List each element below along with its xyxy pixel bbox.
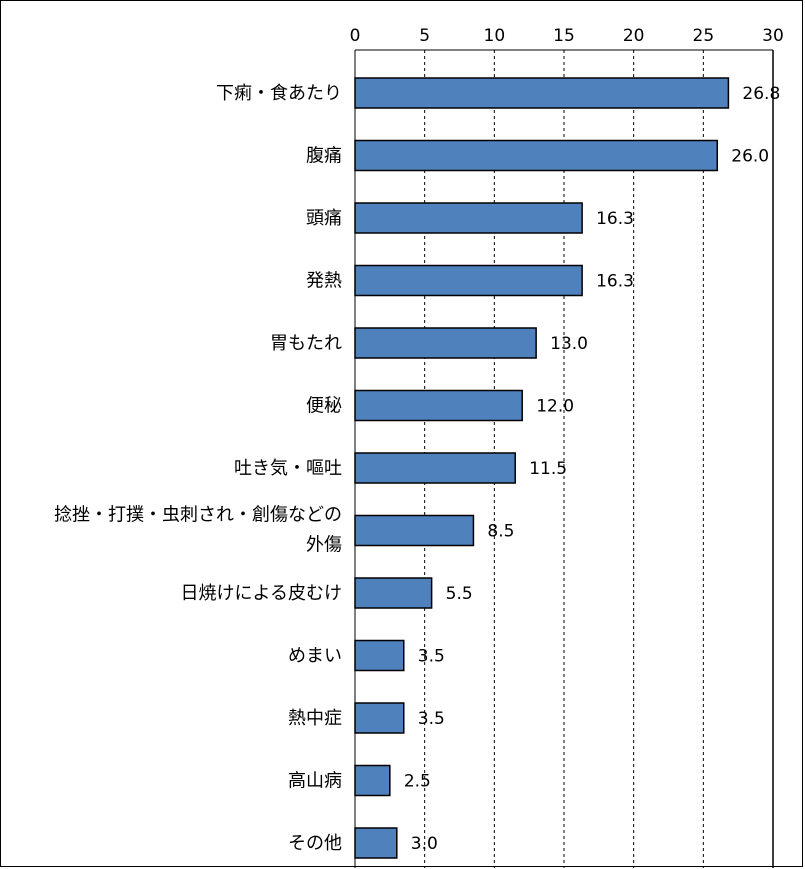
bar	[354, 577, 433, 609]
bar	[354, 389, 523, 422]
category-label: 発熱	[306, 271, 342, 292]
bar	[354, 327, 537, 359]
category-label-line: 外傷	[306, 535, 342, 556]
value-label: 13.0	[550, 334, 588, 354]
value-label: 11.5	[529, 459, 567, 479]
category-label: 熱中症	[288, 708, 342, 729]
category-label-line: 捻挫・打撲・虫刺され・創傷などの	[54, 505, 342, 526]
value-label: 2.5	[404, 772, 431, 792]
value-label: 26.0	[731, 147, 769, 167]
bar	[354, 702, 405, 734]
value-label: 12.0	[536, 397, 574, 417]
category-label: 胃もたれ	[270, 333, 342, 354]
value-label: 3.5	[418, 709, 445, 729]
bar	[354, 77, 730, 109]
bar	[354, 514, 475, 547]
labels-group: 26.8 下痢・食あたり 26.0 腹痛 16.3 頭痛 16.3 発熱 13.0 胃もたれ 12.…	[54, 83, 780, 854]
x-tick-label: 30	[762, 26, 784, 46]
bar	[354, 452, 516, 484]
category-label: 吐き気・嘔吐	[234, 458, 342, 479]
x-tick-label: 15	[553, 26, 575, 46]
bar	[354, 764, 391, 797]
x-tick-label: 25	[693, 26, 715, 46]
category-label: 頭痛	[306, 208, 342, 229]
category-label: 下痢・食あたり	[216, 83, 342, 104]
value-label: 8.5	[487, 522, 514, 542]
category-label: その他	[288, 833, 342, 854]
bar	[354, 264, 583, 297]
axes-group: 0 5 10 15 20 25 30	[350, 26, 784, 868]
bar	[354, 827, 398, 859]
bar	[354, 139, 719, 172]
value-label: 5.5	[446, 584, 473, 604]
bars-group	[354, 77, 730, 859]
category-label: 腹痛	[306, 146, 342, 167]
category-label: 捻挫・打撲・虫刺され・創傷などの外傷	[54, 505, 342, 556]
bar	[354, 202, 583, 234]
x-tick-label: 0	[350, 26, 361, 46]
x-tick-label: 10	[484, 26, 506, 46]
value-label: 16.3	[596, 272, 634, 292]
value-label: 16.3	[596, 209, 634, 229]
value-label: 3.5	[418, 647, 445, 667]
category-label: 日焼けによる皮むけ	[181, 583, 342, 604]
value-label: 3.0	[411, 834, 438, 854]
value-label: 26.8	[742, 84, 780, 104]
x-tick-label: 20	[623, 26, 645, 46]
bar	[354, 639, 405, 672]
category-label: 高山病	[288, 771, 342, 792]
x-tick-label: 5	[419, 26, 430, 46]
category-label: めまい	[288, 646, 342, 667]
category-label: 便秘	[306, 396, 342, 417]
